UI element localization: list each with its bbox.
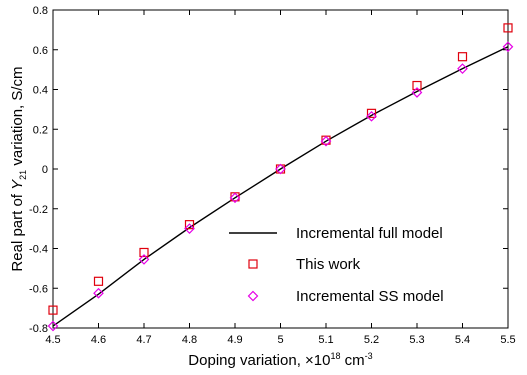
series-layer: [47, 23, 514, 332]
legend-label: Incremental full model: [296, 225, 443, 242]
data-point: [502, 41, 514, 53]
legend-label: This work: [296, 256, 361, 273]
x-axis-label-unit: cm: [341, 352, 365, 369]
data-point: [184, 223, 195, 234]
data-point: [93, 287, 104, 299]
x-tick-label: 5.5: [500, 334, 515, 346]
y-tick-label: 0.8: [33, 5, 48, 17]
data-point: [184, 220, 195, 230]
y-tick-label: -0.4: [29, 244, 48, 256]
y-tick-label: 0: [42, 164, 48, 176]
data-point: [366, 108, 377, 118]
y-axis-label-pre: Real part of: [9, 190, 26, 272]
y-tick-label: -0.8: [29, 323, 48, 335]
x-axis-label: Doping variation, ×1018 cm-3: [188, 351, 372, 369]
data-point: [229, 192, 241, 204]
data-point: [275, 163, 286, 175]
x-axis: 4.5 4.6 4.7 4.8 4.9 5 5.1 5.2 5.3 5.4 5.5: [45, 10, 516, 346]
legend-item: This work: [248, 256, 361, 273]
x-tick-label: 5.2: [364, 334, 379, 346]
x-tick-label: 4.8: [182, 334, 197, 346]
x-tick-label: 5.1: [318, 334, 333, 346]
y-tick-label: -0.2: [29, 204, 48, 216]
legend-label: Incremental SS model: [296, 288, 444, 305]
y-tick-label: 0.2: [33, 124, 48, 136]
x-tick-label: 4.5: [45, 334, 60, 346]
legend-item: Incremental full model: [229, 225, 443, 242]
series-line: [52, 46, 509, 327]
data-point: [503, 23, 513, 33]
y-tick-label: 0.4: [33, 85, 48, 97]
data-point: [411, 87, 423, 98]
data-point: [48, 305, 58, 315]
y-axis-label: Real part of Y21 variation, S/cm: [9, 66, 28, 271]
data-point: [320, 135, 332, 147]
x-axis-label-main: Doping variation, ×10: [188, 352, 330, 369]
y-tick-label: 0.6: [33, 45, 48, 57]
data-point: [93, 276, 104, 286]
x-axis-label-unit-exp: -3: [365, 351, 373, 361]
x-tick-label: 5.3: [409, 334, 424, 346]
data-point: [138, 254, 150, 265]
y-axis-label-post: variation, S/cm: [9, 66, 26, 169]
data-point: [139, 247, 149, 258]
y-axis-label-sub: 21: [18, 170, 28, 180]
legend-square-swatch: [248, 259, 258, 269]
x-tick-label: 5.4: [455, 334, 470, 346]
x-tick-label: 4.6: [91, 334, 106, 346]
data-point: [412, 80, 422, 91]
x-tick-label: 4.7: [136, 334, 151, 346]
data-point: [366, 110, 377, 122]
series-0: [52, 46, 509, 327]
x-axis-label-exp: 18: [330, 351, 340, 361]
y-axis: -0.8 -0.6 -0.4 -0.2 0 0.2 0.4 0.6 0.8: [29, 5, 508, 335]
data-point: [457, 52, 468, 62]
data-point: [457, 63, 468, 74]
data-point: [47, 320, 59, 332]
x-tick-label: 4.9: [227, 334, 242, 346]
series-2: [47, 41, 514, 332]
legend-item: Incremental SS model: [247, 288, 444, 305]
x-tick-label: 5: [277, 334, 283, 346]
legend-diamond-swatch: [247, 290, 259, 302]
y-tick-label: -0.6: [29, 283, 48, 295]
legend: Incremental full model This work Increment…: [229, 225, 444, 305]
y-axis-label-var: Y: [9, 179, 26, 190]
